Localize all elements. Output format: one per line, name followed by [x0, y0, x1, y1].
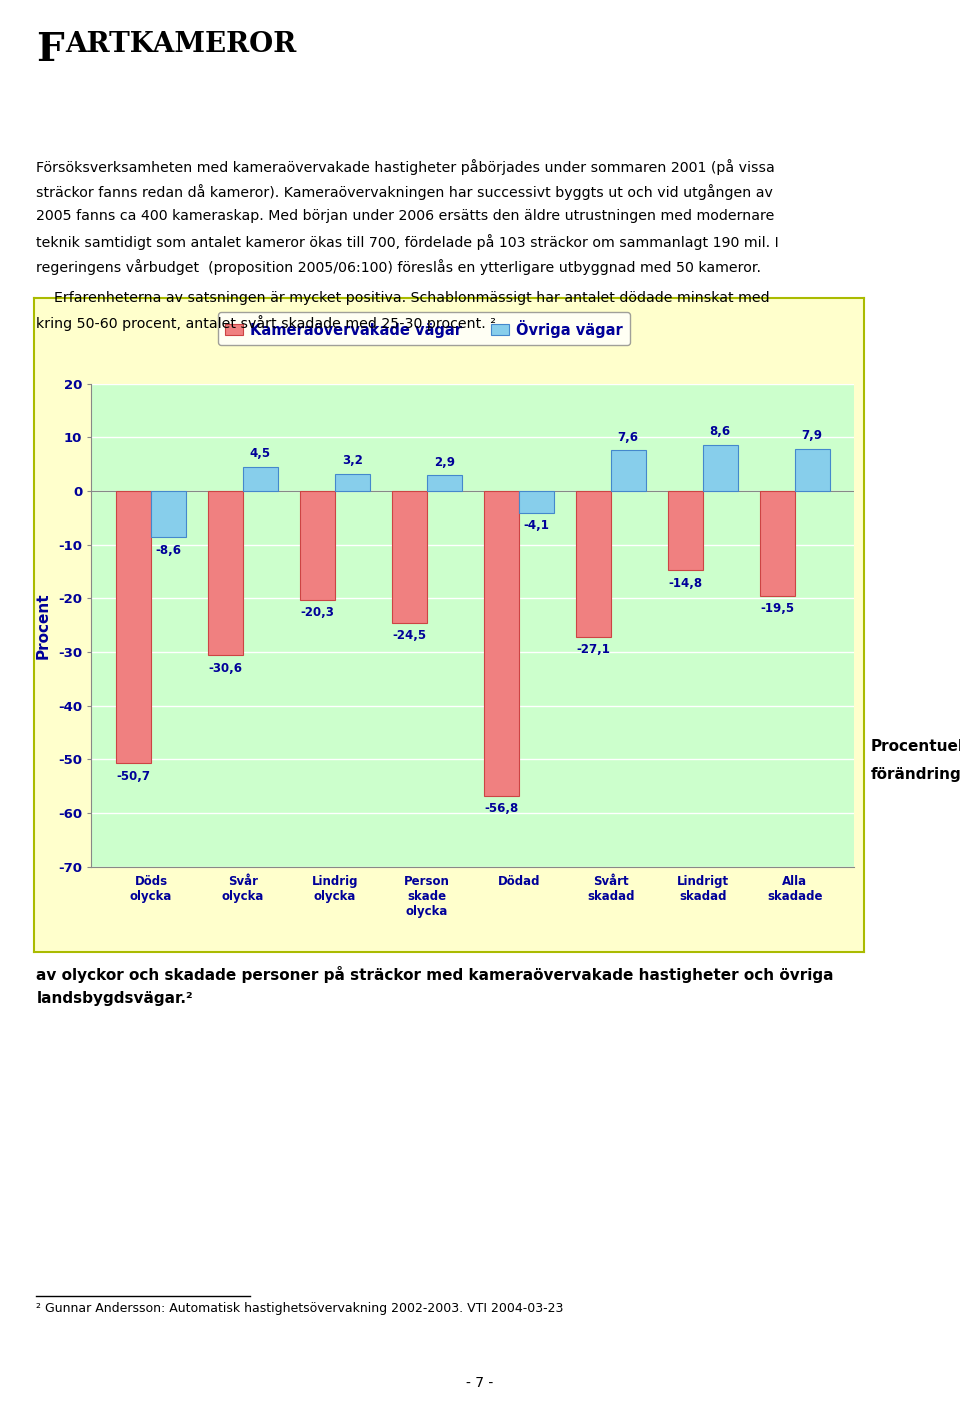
- Legend: Kameraövervakade vägar, Övriga vägar: Kameraövervakade vägar, Övriga vägar: [218, 313, 630, 345]
- Bar: [335, 473, 370, 492]
- Y-axis label: Procent: Procent: [36, 593, 51, 658]
- Text: sträckor fanns redan då kameror). Kameraövervakningen har successivt byggts ut o: sträckor fanns redan då kameror). Kamera…: [36, 183, 774, 200]
- Text: - 7 -: - 7 -: [467, 1376, 493, 1390]
- Text: regeringens vårbudget  (proposition 2005/06:100) föreslås en ytterligare utbyggn: regeringens vårbudget (proposition 2005/…: [36, 259, 761, 274]
- Text: 7,6: 7,6: [617, 431, 638, 443]
- Text: -19,5: -19,5: [760, 603, 794, 615]
- Bar: [427, 476, 462, 492]
- Text: -50,7: -50,7: [116, 770, 151, 783]
- Bar: [576, 492, 611, 637]
- Bar: [484, 492, 518, 796]
- Text: -14,8: -14,8: [668, 577, 703, 590]
- Text: F: F: [36, 31, 64, 70]
- Text: -24,5: -24,5: [393, 630, 426, 642]
- Bar: [759, 492, 795, 595]
- Text: landsbygdsvägar.²: landsbygdsvägar.²: [36, 992, 193, 1006]
- Text: -4,1: -4,1: [523, 520, 549, 533]
- Text: 4,5: 4,5: [250, 448, 271, 460]
- Bar: [243, 468, 277, 492]
- Bar: [668, 492, 703, 570]
- Bar: [518, 492, 554, 513]
- Bar: [151, 492, 186, 537]
- Text: -8,6: -8,6: [156, 544, 181, 557]
- Text: kring 50-60 procent, antalet svårt skadade med 25-30 procent. ²: kring 50-60 procent, antalet svårt skada…: [36, 315, 496, 331]
- Bar: [795, 449, 829, 492]
- Text: förändring: förändring: [871, 767, 960, 782]
- Text: Försöksverksamheten med kameraövervakade hastigheter påbörjades under sommaren 2: Försöksverksamheten med kameraövervakade…: [36, 159, 776, 175]
- Text: -30,6: -30,6: [208, 662, 243, 675]
- Bar: [611, 450, 646, 492]
- Text: av olyckor och skadade personer på sträckor med kameraövervakade hastigheter och: av olyckor och skadade personer på sträc…: [36, 966, 834, 983]
- Text: ARTKAMEROR: ARTKAMEROR: [65, 31, 297, 58]
- Text: -27,1: -27,1: [576, 642, 611, 657]
- Text: 3,2: 3,2: [342, 455, 363, 468]
- Text: teknik samtidigt som antalet kameror ökas till 700, fördelade på 103 sträckor om: teknik samtidigt som antalet kameror öka…: [36, 233, 780, 250]
- Text: 2,9: 2,9: [434, 456, 455, 469]
- Text: Erfarenheterna av satsningen är mycket positiva. Schablonmässigt har antalet död: Erfarenheterna av satsningen är mycket p…: [36, 290, 770, 304]
- Bar: [703, 445, 737, 492]
- Bar: [392, 492, 427, 622]
- Bar: [208, 492, 243, 655]
- Text: 8,6: 8,6: [709, 425, 731, 439]
- Bar: [116, 492, 151, 763]
- Text: -56,8: -56,8: [484, 803, 518, 816]
- Text: -20,3: -20,3: [300, 607, 334, 620]
- Bar: [300, 492, 335, 600]
- Text: 2005 fanns ca 400 kameraskap. Med början under 2006 ersätts den äldre utrustning: 2005 fanns ca 400 kameraskap. Med början…: [36, 209, 775, 223]
- Text: ² Gunnar Andersson: Automatisk hastighetsövervakning 2002-2003. VTI 2004-03-23: ² Gunnar Andersson: Automatisk hastighet…: [36, 1302, 564, 1314]
- Text: 7,9: 7,9: [802, 429, 823, 442]
- Text: Procentuell: Procentuell: [871, 739, 960, 753]
